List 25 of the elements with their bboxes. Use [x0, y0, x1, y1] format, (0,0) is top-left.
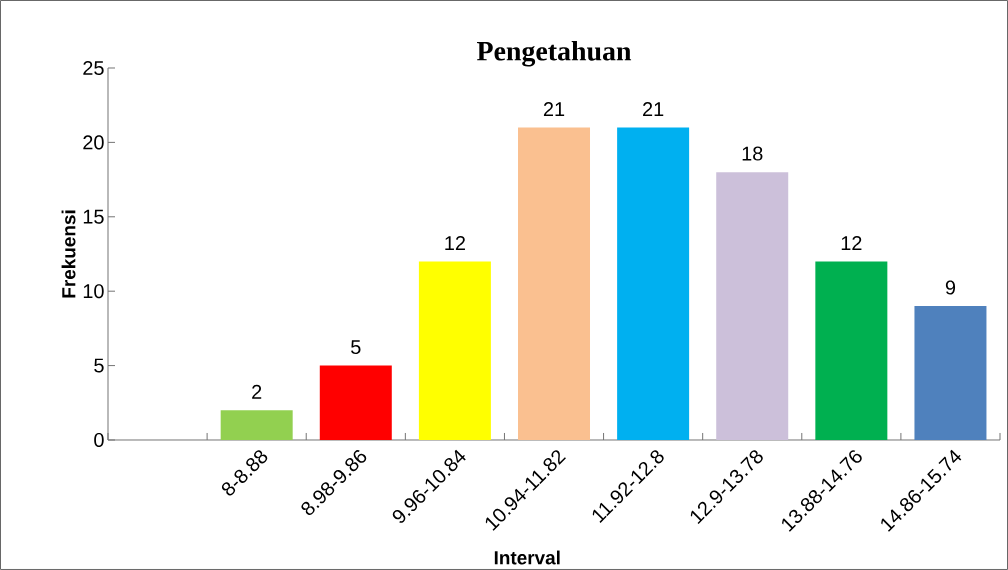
bar: [518, 127, 591, 440]
data-label: 9: [945, 280, 956, 295]
y-tick-label: 10: [83, 284, 104, 299]
x-axis-title: Interval: [494, 550, 560, 565]
bar: [617, 127, 690, 440]
y-axis-title: Frekuensi: [61, 210, 76, 298]
data-label: 21: [543, 102, 565, 116]
data-label: 12: [445, 236, 465, 250]
bar: [418, 261, 491, 440]
y-tick-label: 15: [83, 209, 104, 224]
bar: [319, 365, 392, 440]
data-label: 21: [643, 102, 664, 116]
y-tick-label: 5: [94, 358, 104, 373]
bar: [220, 410, 293, 440]
bar: [716, 172, 789, 440]
bar: [815, 261, 888, 440]
data-label: 12: [841, 236, 862, 250]
data-label: 2: [252, 384, 262, 399]
data-label: 18: [742, 146, 763, 161]
y-tick-label: 20: [83, 135, 104, 150]
y-tick-label: 0: [94, 432, 104, 448]
y-tick-label: 25: [83, 60, 104, 76]
chart-title: Pengetahuan: [477, 40, 632, 67]
bar: [914, 306, 987, 440]
data-label: 5: [351, 340, 361, 355]
